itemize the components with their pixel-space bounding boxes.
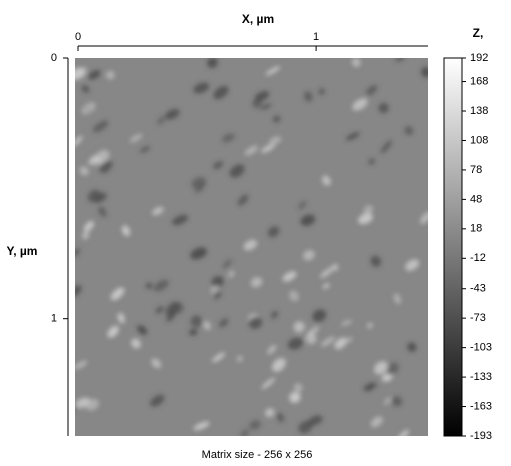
- colorbar-tick-label: 138: [470, 105, 488, 117]
- afm-view: X, µm Y, µm Z, Matrix size - 256 x 256 0…: [0, 0, 511, 466]
- colorbar-tick-label: -43: [470, 283, 486, 295]
- colorbar-tick-label: 78: [470, 164, 482, 176]
- y-tick-label: 1: [51, 313, 57, 325]
- colorbar-tick-label: 168: [470, 75, 488, 87]
- y-axis-label: Y, µm: [7, 244, 38, 258]
- colorbar-tick-label: -193: [470, 430, 492, 442]
- colorbar-tick-label: -163: [470, 400, 492, 412]
- colorbar-tick-label: 18: [470, 223, 482, 235]
- x-axis-label: X, µm: [242, 12, 274, 26]
- colorbar-tick-label: 108: [470, 134, 488, 146]
- caption: Matrix size - 256 x 256: [202, 449, 313, 461]
- x-tick-label: 0: [75, 31, 81, 43]
- colorbar-tick-label: -73: [470, 312, 486, 324]
- colorbar-tick-label: 48: [470, 193, 482, 205]
- colorbar-tick-label: -133: [470, 371, 492, 383]
- y-tick-label: 0: [51, 52, 57, 64]
- colorbar-tick-label: -103: [470, 342, 492, 354]
- colorbar-label: Z,: [473, 26, 484, 40]
- colorbar-tick-label: 192: [470, 52, 488, 64]
- x-tick-label: 1: [313, 31, 319, 43]
- colorbar: [444, 58, 462, 436]
- colorbar-tick-label: -12: [470, 252, 486, 264]
